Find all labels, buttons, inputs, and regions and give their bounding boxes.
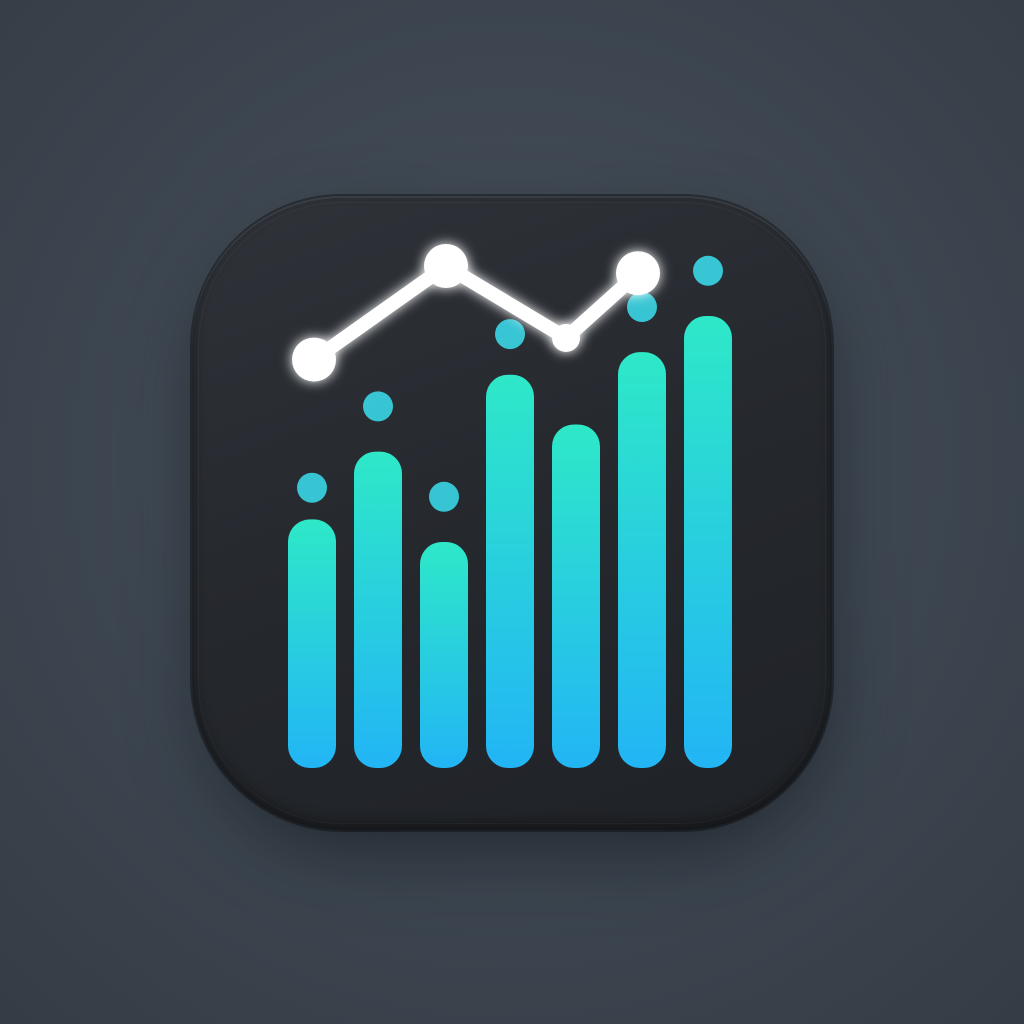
trend-point-2	[424, 244, 468, 288]
trend-point-1	[292, 337, 336, 382]
floating-dots-group	[297, 255, 723, 512]
floating-dot-5	[627, 291, 657, 322]
floating-dot-3	[429, 481, 459, 512]
floating-dot-4	[495, 319, 525, 350]
bar-5	[552, 424, 600, 768]
bars-group	[288, 316, 732, 768]
trend-point-4	[616, 251, 660, 296]
bar-6	[618, 352, 666, 768]
floating-dot-6	[693, 255, 723, 286]
floating-dot-1	[297, 472, 327, 503]
bar-3	[420, 542, 468, 768]
bar-1	[288, 519, 336, 768]
trend-line-group	[292, 244, 660, 382]
bar-4	[486, 374, 534, 768]
trend-line	[307, 259, 645, 367]
floating-dot-2	[363, 391, 393, 422]
bar-7	[684, 316, 732, 768]
trend-point-3	[552, 324, 580, 352]
bar-2	[354, 451, 402, 768]
